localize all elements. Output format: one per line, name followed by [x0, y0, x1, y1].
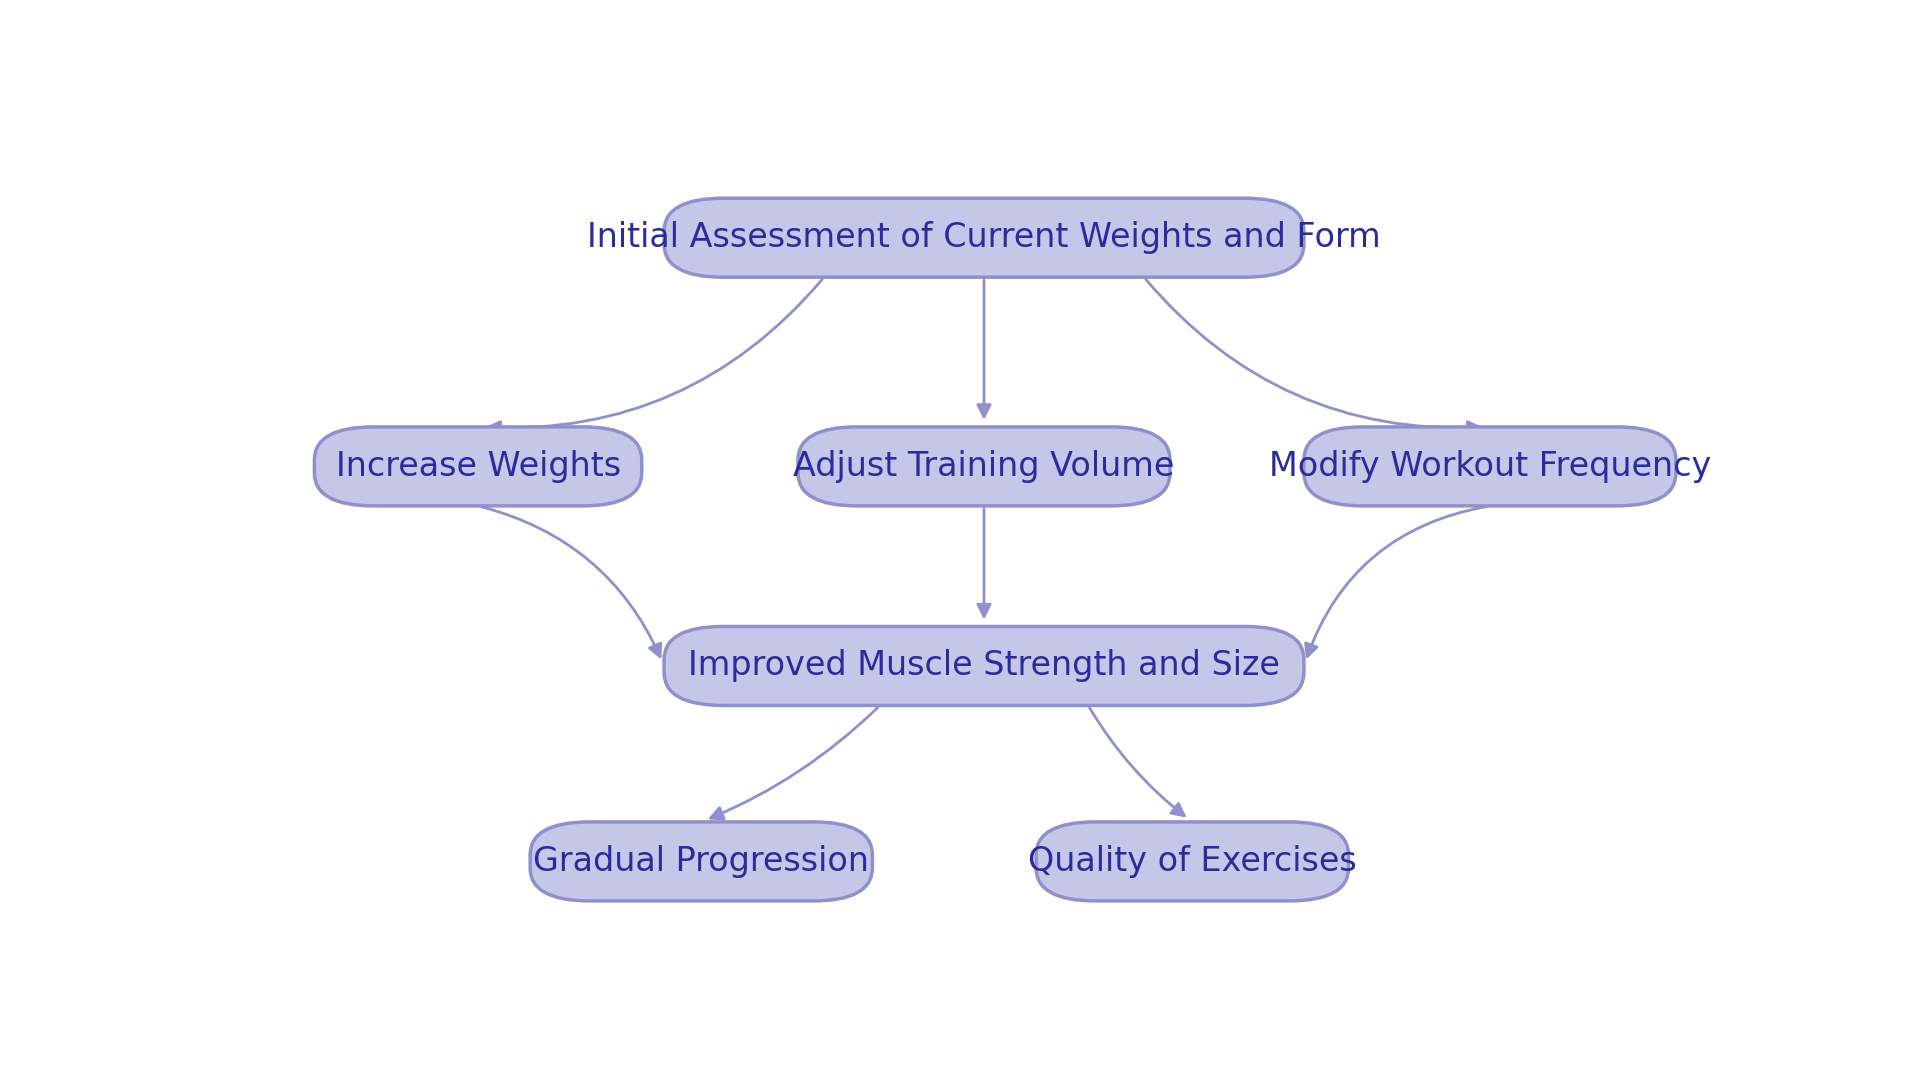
Text: Improved Muscle Strength and Size: Improved Muscle Strength and Size: [687, 649, 1281, 683]
Text: Gradual Progression: Gradual Progression: [534, 845, 870, 878]
FancyBboxPatch shape: [1304, 427, 1676, 505]
Text: Initial Assessment of Current Weights and Form: Initial Assessment of Current Weights an…: [588, 221, 1380, 254]
Text: Modify Workout Frequency: Modify Workout Frequency: [1269, 450, 1711, 483]
FancyBboxPatch shape: [664, 199, 1304, 278]
Text: Increase Weights: Increase Weights: [336, 450, 620, 483]
FancyBboxPatch shape: [315, 427, 641, 505]
FancyBboxPatch shape: [530, 822, 872, 901]
FancyBboxPatch shape: [1037, 822, 1348, 901]
FancyBboxPatch shape: [664, 626, 1304, 705]
Text: Quality of Exercises: Quality of Exercises: [1027, 845, 1357, 878]
Text: Adjust Training Volume: Adjust Training Volume: [793, 450, 1175, 483]
FancyBboxPatch shape: [799, 427, 1169, 505]
